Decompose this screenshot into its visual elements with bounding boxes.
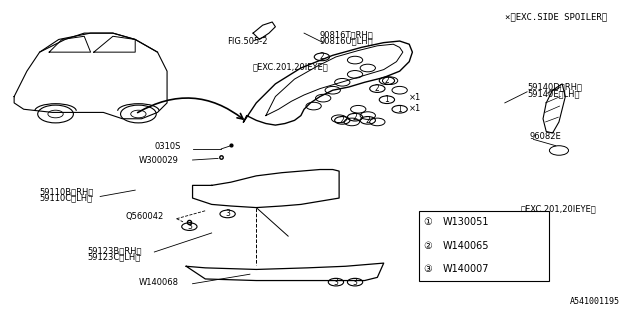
Text: 3: 3 (353, 278, 358, 287)
Text: ③: ③ (423, 264, 432, 274)
Text: 59140E＜LH＞: 59140E＜LH＞ (527, 89, 580, 98)
Text: W130051: W130051 (443, 217, 490, 228)
Text: ×1: ×1 (409, 93, 422, 102)
Text: 3: 3 (225, 209, 230, 219)
Text: 2: 2 (340, 116, 345, 125)
Text: Q560042: Q560042 (125, 212, 164, 221)
Text: 2: 2 (375, 84, 380, 93)
Text: 3: 3 (333, 278, 339, 287)
Text: 59140D＜RH＞: 59140D＜RH＞ (527, 83, 582, 92)
Text: A541001195: A541001195 (570, 297, 620, 306)
Text: 59110C＜LH＞: 59110C＜LH＞ (40, 194, 93, 203)
Text: W140007: W140007 (443, 264, 490, 274)
Text: W140065: W140065 (443, 241, 490, 251)
Text: 59110B＜RH＞: 59110B＜RH＞ (40, 187, 94, 196)
Text: 59123C＜LH＞: 59123C＜LH＞ (88, 252, 141, 261)
FancyBboxPatch shape (419, 211, 549, 281)
Text: W300029: W300029 (138, 156, 179, 164)
Text: 59123B＜RH＞: 59123B＜RH＞ (88, 246, 142, 255)
Text: ＜EXC.201,20IEYE＞: ＜EXC.201,20IEYE＞ (521, 205, 596, 214)
Text: 96082E: 96082E (529, 132, 561, 141)
Text: ＜EXC.201,20IEYE＞: ＜EXC.201,20IEYE＞ (253, 62, 329, 71)
Text: 2: 2 (365, 116, 370, 125)
Text: 90816T＜RH＞: 90816T＜RH＞ (320, 30, 374, 39)
Text: ①: ① (423, 217, 432, 228)
Text: ②: ② (423, 241, 432, 251)
Text: FIG.505-2: FIG.505-2 (228, 36, 268, 45)
Text: 2: 2 (385, 76, 389, 85)
Text: 1: 1 (385, 95, 389, 104)
Text: 1: 1 (397, 105, 402, 114)
Text: 0310S: 0310S (154, 142, 180, 151)
Text: ×＜EXC.SIDE SPOILER＞: ×＜EXC.SIDE SPOILER＞ (505, 12, 607, 21)
Text: 3: 3 (187, 222, 192, 231)
Text: W140068: W140068 (138, 278, 179, 287)
Text: 2: 2 (319, 52, 324, 61)
Text: 2: 2 (353, 113, 357, 122)
Text: 90816U＜LH＞: 90816U＜LH＞ (320, 36, 374, 45)
Text: ×1: ×1 (409, 104, 422, 113)
